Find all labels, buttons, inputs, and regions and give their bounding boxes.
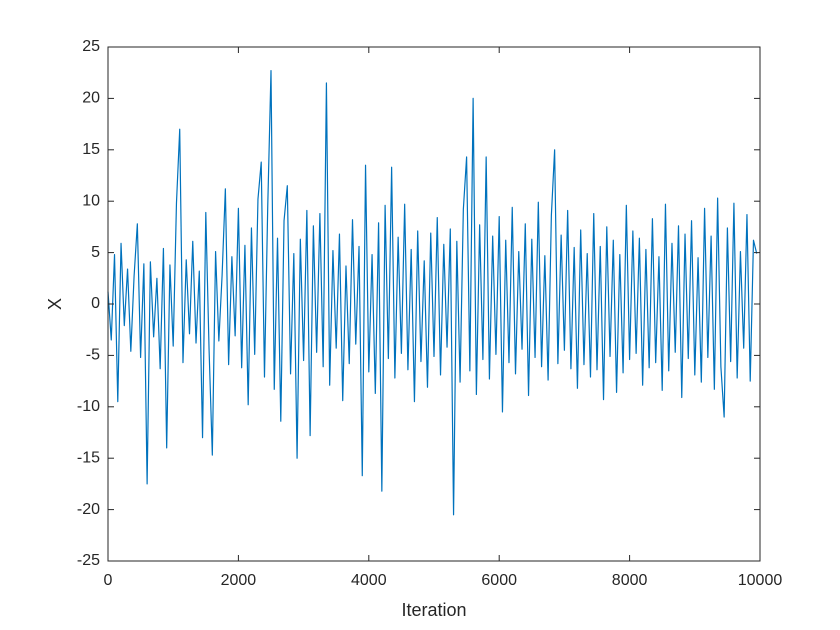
x-tick-label: 6000 <box>481 572 517 589</box>
plot-area <box>108 47 760 561</box>
y-tick-label: -15 <box>77 449 100 466</box>
x-axis-label: Iteration <box>401 600 466 620</box>
x-tick-label: 2000 <box>221 572 257 589</box>
x-tick-label: 0 <box>104 572 113 589</box>
x-tick-label: 10000 <box>738 572 783 589</box>
y-tick-label: -25 <box>77 552 100 569</box>
y-tick-label: -5 <box>86 347 100 364</box>
y-tick-label: 0 <box>91 295 100 312</box>
y-tick-label: 25 <box>82 38 100 55</box>
x-tick-label: 4000 <box>351 572 387 589</box>
y-tick-label: 20 <box>82 90 100 107</box>
y-tick-label: 10 <box>82 192 100 209</box>
y-axis-label: X <box>45 298 65 310</box>
y-tick-label: 15 <box>82 141 100 158</box>
y-tick-label: -10 <box>77 398 100 415</box>
data-line <box>107 70 758 516</box>
x-tick-label: 8000 <box>612 572 648 589</box>
y-tick-label: -20 <box>77 501 100 518</box>
y-tick-label: 5 <box>91 244 100 261</box>
